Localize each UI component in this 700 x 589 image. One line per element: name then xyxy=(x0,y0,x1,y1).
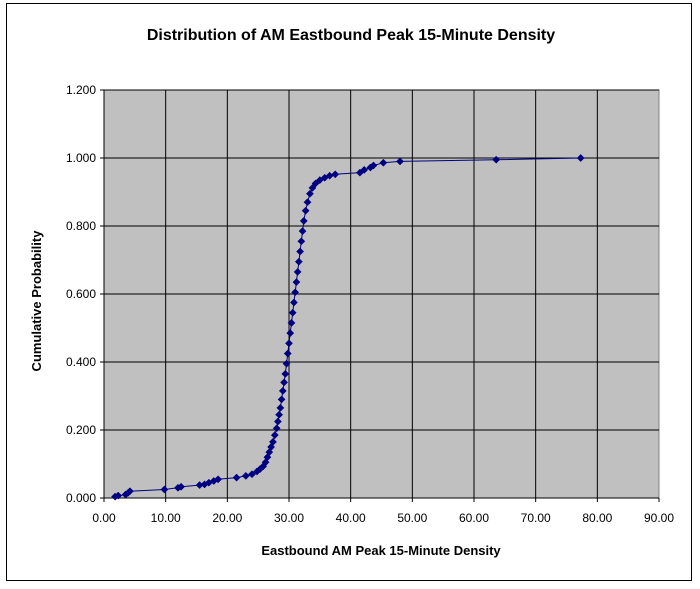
data-point xyxy=(248,470,256,479)
data-point xyxy=(283,349,292,358)
data-point xyxy=(306,189,314,198)
data-point xyxy=(160,485,169,494)
data-point xyxy=(369,161,378,170)
y-axis-label: Cumulative Probability xyxy=(29,230,44,372)
data-point xyxy=(125,487,134,496)
x-tick-label: 40.00 xyxy=(336,511,366,525)
data-point xyxy=(303,198,312,207)
data-point xyxy=(379,158,388,167)
y-tick-label: 1.000 xyxy=(66,151,96,165)
data-point xyxy=(311,179,320,188)
x-tick-label: 70.00 xyxy=(521,511,551,525)
data-point xyxy=(396,157,404,166)
data-point xyxy=(114,491,123,500)
x-tick-label: 60.00 xyxy=(459,511,489,525)
x-tick-label: 80.00 xyxy=(582,511,612,525)
x-tick-label: 50.00 xyxy=(397,511,427,525)
data-point xyxy=(291,288,300,297)
data-point xyxy=(280,378,289,387)
data-point xyxy=(293,267,302,276)
data-point xyxy=(331,170,340,179)
chart-frame: Distribution of AM Eastbound Peak 15-Min… xyxy=(6,3,692,581)
data-point xyxy=(275,410,284,419)
data-point xyxy=(272,424,281,433)
data-point xyxy=(297,237,306,246)
y-tick-label: 1.200 xyxy=(66,83,96,97)
data-point xyxy=(277,395,286,404)
data-point xyxy=(492,155,501,164)
data-point xyxy=(282,359,291,368)
data-point xyxy=(278,386,287,395)
data-point xyxy=(360,165,369,174)
y-axis-ticks: 0.000 0.200 0.400 0.600 0.800 1.000 1.200 xyxy=(66,83,105,505)
x-tick-label: 20.00 xyxy=(212,511,242,525)
x-tick-label: 10.00 xyxy=(151,511,181,525)
data-point xyxy=(299,216,308,225)
data-point xyxy=(298,227,307,236)
data-point xyxy=(269,437,277,446)
data-point xyxy=(576,154,585,162)
data-point xyxy=(214,475,223,484)
data-point xyxy=(276,403,285,412)
data-point xyxy=(286,329,295,338)
grid-lines xyxy=(104,89,659,498)
data-point xyxy=(301,206,310,215)
x-axis-ticks: 0.00 10.00 20.00 30.00 40.00 50.00 60.00 70.00 8… xyxy=(92,497,674,525)
data-point xyxy=(285,339,293,348)
x-tick-label: 0.00 xyxy=(92,511,116,525)
y-tick-label: 0.600 xyxy=(66,287,96,301)
y-tick-label: 0.400 xyxy=(66,355,96,369)
data-point xyxy=(288,308,297,317)
data-point xyxy=(270,431,279,440)
data-point xyxy=(241,471,250,480)
data-point xyxy=(177,482,186,491)
x-axis-label: Eastbound AM Peak 15-Minute Density xyxy=(261,543,501,558)
data-point xyxy=(287,318,296,327)
y-tick-label: 0.200 xyxy=(66,423,96,437)
y-tick-label: 0.800 xyxy=(66,219,96,233)
chart-svg: Distribution of AM Eastbound Peak 15-Min… xyxy=(29,27,674,558)
data-series xyxy=(111,154,585,501)
chart-title: Distribution of AM Eastbound Peak 15-Min… xyxy=(147,27,555,44)
data-point xyxy=(263,453,272,462)
x-tick-label: 90.00 xyxy=(644,511,674,525)
data-point xyxy=(273,417,282,426)
y-tick-label: 0.000 xyxy=(66,491,96,505)
data-point xyxy=(232,473,241,482)
x-tick-label: 30.00 xyxy=(274,511,304,525)
data-point xyxy=(289,298,298,307)
data-point xyxy=(281,369,290,378)
data-point xyxy=(296,247,305,256)
data-point xyxy=(294,257,303,266)
data-point xyxy=(292,278,301,287)
